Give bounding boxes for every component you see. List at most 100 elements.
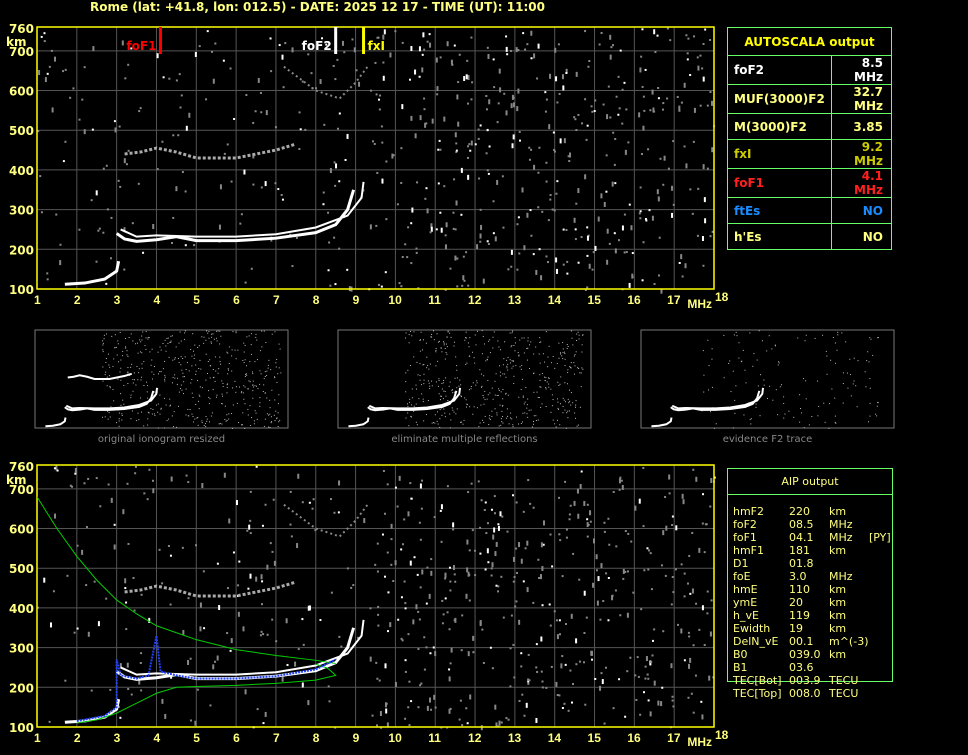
noise-dot — [703, 551, 706, 554]
noise-dot — [640, 608, 643, 611]
noise-dot — [535, 717, 538, 723]
noise-dot — [562, 348, 564, 350]
noise-dot — [687, 37, 690, 40]
noise-dot — [259, 370, 261, 372]
noise-dot — [430, 336, 432, 338]
noise-dot — [544, 376, 546, 378]
noise-dot — [444, 347, 446, 349]
noise-dot — [85, 584, 88, 587]
noise-dot — [44, 77, 47, 83]
noise-dot — [169, 603, 172, 606]
x-tick-label: 7 — [273, 293, 280, 307]
noise-dot — [245, 374, 247, 376]
noise-dot — [501, 421, 503, 423]
noise-dot — [203, 627, 206, 630]
noise-dot — [381, 141, 384, 144]
noise-dot — [618, 488, 621, 491]
noise-dot — [486, 358, 488, 360]
noise-dot — [491, 387, 493, 389]
aip-note: [PY] — [869, 531, 891, 544]
noise-dot — [384, 575, 387, 578]
noise-dot — [199, 602, 202, 608]
noise-dot — [580, 236, 583, 239]
noise-dot — [581, 351, 583, 353]
noise-dot — [621, 225, 624, 231]
noise-dot — [417, 610, 420, 613]
noise-dot — [581, 122, 584, 125]
noise-dot — [126, 354, 128, 356]
noise-dot — [254, 385, 256, 387]
noise-dot — [219, 330, 221, 332]
noise-dot — [460, 421, 462, 423]
noise-dot — [541, 565, 544, 571]
noise-dot — [564, 351, 566, 353]
noise-dot — [102, 344, 104, 346]
noise-dot — [102, 351, 104, 353]
noise-dot — [609, 34, 612, 40]
noise-dot — [452, 522, 455, 528]
noise-dot — [168, 356, 170, 358]
noise-dot — [264, 711, 267, 717]
plot-aip: 1 2 3 4 5 6 7 8 9 10 11 12 13 14 15 16 17 18MHz1002003004… — [6, 460, 729, 749]
noise-dot — [671, 515, 674, 518]
noise-dot — [250, 333, 252, 335]
noise-dot — [187, 408, 189, 410]
noise-dot — [505, 393, 507, 395]
noise-dot — [574, 118, 577, 121]
noise-dot — [497, 523, 500, 526]
noise-dot — [570, 613, 573, 619]
noise-dot — [490, 574, 493, 577]
noise-dot — [204, 423, 206, 425]
noise-dot — [99, 505, 102, 508]
y-tick-label: 200 — [9, 243, 34, 257]
y-tick-label: 760 — [9, 460, 34, 474]
noise-dot — [532, 423, 534, 425]
noise-dot — [454, 255, 457, 261]
thumbnail-caption: eliminate multiple reflections — [391, 434, 538, 445]
noise-dot — [274, 126, 277, 129]
noise-dot — [644, 677, 647, 680]
noise-dot — [274, 376, 276, 378]
noise-dot — [698, 628, 701, 631]
noise-dot — [541, 680, 544, 683]
noise-dot — [140, 689, 143, 692]
noise-dot — [298, 147, 301, 150]
noise-dot — [477, 137, 480, 140]
noise-dot — [423, 420, 425, 422]
noise-dot — [198, 367, 200, 369]
noise-dot — [498, 346, 500, 348]
noise-dot — [389, 622, 392, 628]
noise-dot — [277, 188, 280, 191]
noise-dot — [454, 132, 457, 138]
noise-dot — [540, 670, 543, 673]
noise-dot — [217, 330, 219, 332]
noise-dot — [497, 585, 500, 588]
noise-dot — [375, 93, 378, 96]
noise-dot — [518, 700, 521, 703]
noise-dot — [595, 569, 598, 572]
noise-dot — [259, 350, 261, 352]
param-value: 4.1 MHz — [830, 168, 893, 198]
noise-dot — [72, 87, 75, 90]
noise-dot — [708, 365, 710, 367]
noise-dot — [834, 342, 836, 344]
noise-dot — [93, 580, 96, 583]
noise-dot — [701, 410, 703, 412]
noise-dot — [541, 686, 544, 689]
noise-dot — [505, 35, 508, 38]
noise-dot — [711, 358, 713, 360]
noise-dot — [130, 418, 132, 420]
noise-dot — [329, 498, 332, 501]
noise-dot — [105, 358, 107, 360]
noise-dot — [206, 330, 208, 332]
noise-dot — [301, 682, 304, 688]
noise-dot — [589, 510, 592, 516]
noise-dot — [425, 414, 427, 416]
noise-dot — [469, 355, 471, 357]
noise-dot — [418, 618, 421, 621]
noise-dot — [226, 392, 228, 394]
noise-dot — [380, 285, 383, 288]
noise-dot — [205, 426, 207, 428]
noise-dot — [598, 43, 601, 46]
noise-dot — [420, 682, 423, 685]
